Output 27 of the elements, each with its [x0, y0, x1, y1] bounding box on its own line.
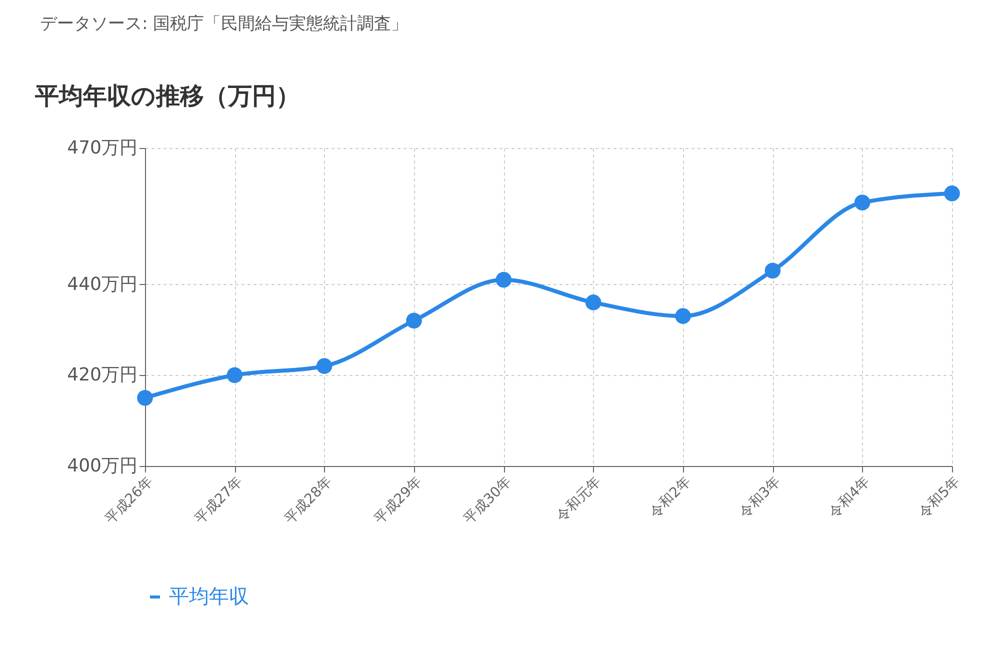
point	[854, 194, 870, 210]
point	[585, 294, 602, 310]
x-tick-label: 平成29年	[371, 474, 426, 528]
x-tick-label: 令和5年	[916, 474, 964, 522]
point	[316, 358, 332, 374]
x-tick-label: 平成26年	[102, 474, 156, 528]
point	[496, 272, 512, 288]
point	[406, 312, 422, 329]
point	[764, 262, 781, 279]
x-tick-label: 平成28年	[282, 474, 336, 528]
legend-label: 平均年収	[169, 584, 249, 608]
x-tick-label: 令和4年	[826, 474, 874, 522]
point	[944, 186, 960, 202]
point	[226, 367, 243, 384]
x-tick-label: 平成30年	[461, 474, 515, 528]
x-tick-label: 令和元年	[554, 474, 604, 525]
x-tick-label: 令和2年	[646, 474, 694, 522]
y-tick-label: 400万円	[67, 456, 138, 476]
x-tick-label: 平成27年	[192, 474, 246, 528]
text: データソース: 国税庁「民間給与実態統計調査」	[40, 13, 408, 35]
chart-title: 平均年収の推移（万円）	[34, 82, 300, 110]
point	[675, 308, 691, 324]
point	[137, 390, 153, 406]
y-tick-label: 420万円	[67, 364, 138, 386]
y-tick-label: 470万円	[67, 138, 138, 158]
y-tick-label: 440万円	[67, 274, 138, 295]
x-tick-label: 令和3年	[736, 474, 784, 522]
